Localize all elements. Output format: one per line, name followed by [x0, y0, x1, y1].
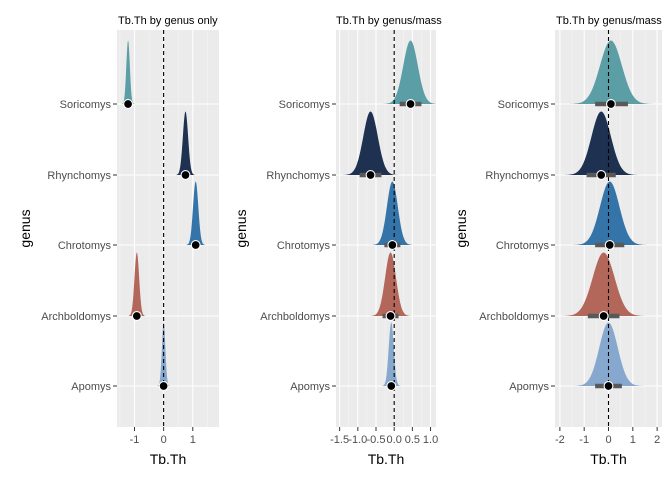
y-axis-title: genus: [233, 209, 249, 247]
y-tick-label: Soricomys: [498, 99, 550, 111]
median-rhynchomys: [596, 170, 607, 180]
density-archboldomys: [127, 252, 147, 316]
density-soricomys: [380, 40, 436, 104]
x-tick-label: -1.5: [330, 434, 349, 446]
y-tick-label: Rhynchomys: [485, 170, 549, 182]
x-tick-label: -1.0: [348, 434, 367, 446]
median-chrotomys: [604, 240, 615, 250]
median-soricomys: [123, 99, 134, 109]
y-tick-label: Archboldomys: [479, 311, 549, 323]
median-soricomys: [605, 99, 616, 109]
density-chrotomys: [568, 181, 651, 245]
y-tick-label: Rhynchomys: [47, 170, 111, 182]
x-tick-label: -2: [555, 434, 565, 446]
density-rhynchomys: [560, 111, 643, 175]
median-rhynchomys: [180, 170, 191, 180]
y-tick-label: Rhynchomys: [266, 170, 330, 182]
x-tick-label: -1: [130, 434, 140, 446]
panel-marks: [340, 30, 436, 427]
x-tick-label: 2: [654, 434, 660, 446]
median-archboldomys: [385, 311, 396, 321]
y-tick-label: Soricomys: [60, 99, 112, 111]
y-tick-label: Apomys: [290, 381, 330, 393]
median-chrotomys: [387, 240, 398, 250]
x-tick-label: 0: [161, 434, 167, 446]
panel-title: Tb.Th by genus/mass: [556, 15, 662, 27]
y-tick-label: Chrotomys: [277, 240, 331, 252]
x-tick-label: 1.0: [423, 434, 438, 446]
x-tick-label: -1: [579, 434, 589, 446]
density-archboldomys: [367, 252, 414, 316]
y-tick-label: Apomys: [71, 381, 111, 393]
panel-genus-mass-1: Tb.Th by genus/mass Soricomys Rhynchomys Ch…: [233, 15, 442, 467]
y-axis-title: genus: [453, 209, 469, 247]
median-soricomys: [405, 99, 416, 109]
x-axis-title: Tb.Th: [150, 451, 187, 467]
panel-background: [117, 30, 219, 427]
x-tick-label: 0.5: [405, 434, 420, 446]
y-tick-label: Chrotomys: [496, 240, 550, 252]
x-tick-label: 1: [630, 434, 636, 446]
panel-genus-mass-2: Tb.Th by genus/mass Soricomys Rhynchomys Ch…: [453, 15, 662, 467]
y-tick-label: Archboldomys: [41, 311, 111, 323]
median-archboldomys: [598, 311, 609, 321]
density-rhynchomys: [340, 111, 402, 175]
median-apomys: [603, 381, 614, 391]
median-apomys: [386, 381, 397, 391]
panel-title: Tb.Th by genus/mass: [336, 15, 442, 27]
y-tick-label: Archboldomys: [260, 311, 330, 323]
x-tick-label: 0: [605, 434, 611, 446]
median-apomys: [158, 381, 169, 391]
y-tick-label: Apomys: [509, 381, 549, 393]
x-tick-label: 0.0: [387, 434, 402, 446]
panel-marks: [120, 30, 207, 427]
panel-genus-only: Tb.Th by genus only Soricomys Rhynchomys Ch…: [17, 15, 219, 467]
density-chrotomys: [369, 181, 416, 245]
y-tick-label: Chrotomys: [58, 240, 112, 252]
panel-title: Tb.Th by genus only: [118, 15, 218, 27]
density-soricomys: [120, 40, 136, 104]
density-soricomys: [564, 40, 657, 104]
y-tick-label: Soricomys: [279, 99, 331, 111]
panel-marks: [557, 30, 657, 427]
y-axis-title: genus: [17, 209, 33, 247]
density-archboldomys: [557, 252, 650, 316]
density-chrotomys: [184, 181, 207, 245]
x-tick-label: 1: [190, 434, 196, 446]
median-chrotomys: [190, 240, 201, 250]
x-tick-label: -0.5: [367, 434, 386, 446]
x-axis-title: Tb.Th: [590, 451, 627, 467]
density-rhynchomys: [174, 111, 197, 175]
density-apomys: [380, 322, 402, 386]
x-axis-title: Tb.Th: [368, 451, 405, 467]
median-archboldomys: [131, 311, 142, 321]
median-rhynchomys: [365, 170, 376, 180]
